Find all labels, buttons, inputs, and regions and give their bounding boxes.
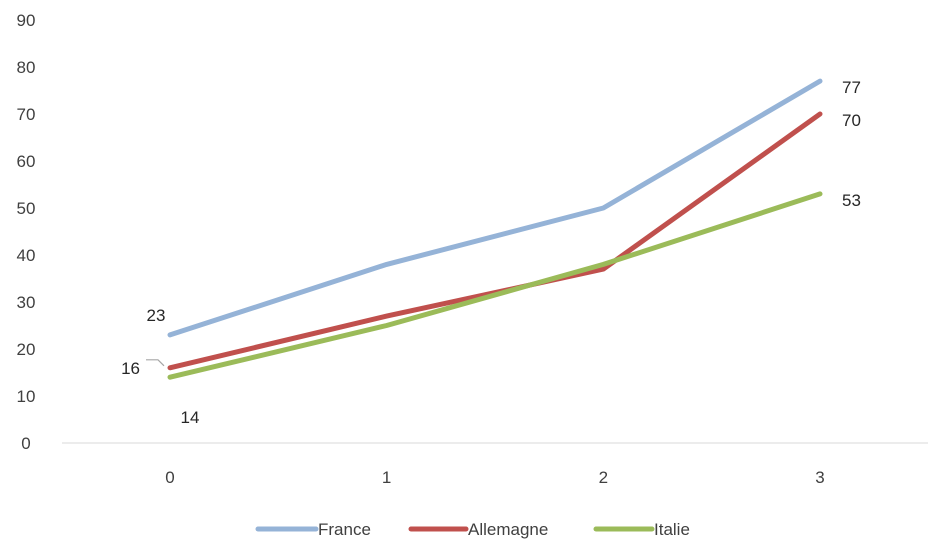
x-tick-label: 1 [382,468,391,487]
y-tick-label: 70 [17,105,36,124]
y-tick-label: 50 [17,199,36,218]
y-tick-label: 30 [17,293,36,312]
y-tick-label: 40 [17,246,36,265]
leader-line [146,359,165,367]
y-tick-label: 90 [17,11,36,30]
y-axis-ticks: 0 10 20 30 40 50 60 70 80 90 [17,11,36,453]
y-tick-label: 10 [17,387,36,406]
x-tick-label: 2 [599,468,608,487]
y-tick-label: 20 [17,340,36,359]
data-label-france: 77 [842,78,861,97]
y-tick-label: 60 [17,152,36,171]
data-label-italie: 14 [181,408,200,427]
label-leader-lines [146,359,165,367]
y-tick-label: 0 [21,434,30,453]
data-label-italie: 53 [842,191,861,210]
series-line-france [167,78,823,338]
data-labels: 23 77 16 70 14 53 [121,78,861,427]
series-lines [167,78,823,380]
data-label-allemagne: 70 [842,111,861,130]
x-tick-label: 0 [165,468,174,487]
legend-label-allemagne: Allemagne [468,520,548,539]
series-line-italie [167,191,823,380]
data-label-france: 23 [147,306,166,325]
x-tick-label: 3 [815,468,824,487]
y-tick-label: 80 [17,58,36,77]
legend-label-france: France [318,520,371,539]
series-line-allemagne [167,111,823,371]
legend-label-italie: Italie [654,520,690,539]
legend: France Allemagne Italie [255,520,690,539]
x-axis-ticks: 0 1 2 3 [165,468,824,487]
data-label-allemagne: 16 [121,359,140,378]
